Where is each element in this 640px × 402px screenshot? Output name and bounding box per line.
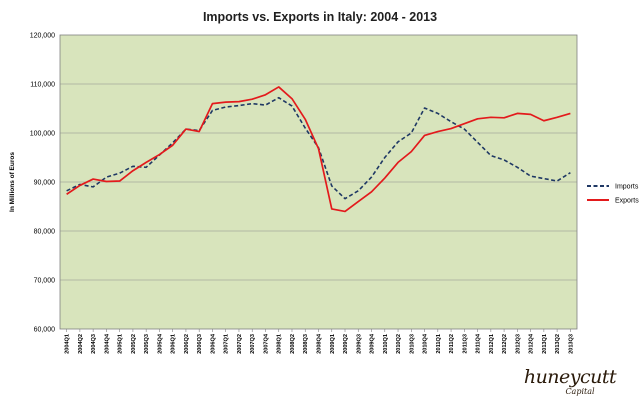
x-tick-label: 2012Q2	[502, 334, 508, 354]
x-tick-label: 2006Q2	[184, 334, 190, 354]
x-tick-label: 2011Q2	[449, 334, 455, 354]
y-tick-label: 110,000	[30, 82, 55, 89]
x-tick-label: 2010Q1	[383, 334, 389, 354]
x-tick-label: 2013Q3	[568, 334, 574, 354]
x-tick-label: 2008Q1	[277, 334, 283, 354]
x-tick-label: 2006Q1	[171, 334, 177, 354]
x-tick-label: 2008Q4	[317, 333, 323, 354]
x-tick-label: 2004Q4	[104, 333, 110, 354]
x-tick-label: 2007Q1	[224, 334, 230, 354]
x-tick-label: 2009Q4	[370, 333, 376, 354]
x-tick-label: 2005Q3	[144, 334, 150, 354]
x-tick-label: 2011Q4	[476, 333, 482, 353]
brand-sub: Capital	[565, 387, 595, 396]
brand-name: huneycutt	[523, 366, 617, 388]
x-axis-tick-labels: 2004Q1 2004Q2 2004Q3 2004Q4 2005Q1 2005Q2 2005…	[65, 329, 574, 354]
x-tick-label: 2010Q3	[409, 334, 415, 354]
x-tick-label: 2005Q4	[157, 333, 163, 354]
y-tick-label: 60,000	[34, 327, 56, 334]
x-tick-label: 2007Q4	[263, 333, 269, 354]
y-axis-label: In Millions of Euros	[9, 152, 16, 212]
x-tick-label: 2010Q4	[423, 333, 429, 354]
y-tick-label: 90,000	[34, 180, 56, 187]
legend: Imports Exports	[587, 184, 639, 205]
chart-title: Imports vs. Exports in Italy: 2004 - 201…	[203, 10, 437, 24]
x-tick-label: 2012Q4	[529, 333, 535, 354]
legend-imports-label: Imports	[615, 184, 639, 191]
x-tick-label: 2006Q4	[210, 333, 216, 354]
brand-logo: huneycutt Capital	[508, 366, 632, 397]
series-line-exports	[66, 86, 571, 213]
x-tick-label: 2004Q3	[91, 334, 97, 354]
x-tick-label: 2011Q1	[436, 334, 442, 354]
x-tick-label: 2010Q2	[396, 334, 402, 354]
legend-exports-label: Exports	[615, 198, 639, 205]
x-tick-label: 2008Q2	[290, 334, 296, 354]
x-tick-label: 2007Q3	[250, 334, 256, 354]
x-tick-label: 2013Q2	[555, 334, 561, 354]
x-tick-label: 2005Q2	[131, 334, 137, 354]
y-tick-label: 70,000	[34, 278, 56, 285]
x-tick-label: 2005Q1	[118, 334, 124, 354]
grid-lines	[60, 83, 577, 281]
y-tick-label: 80,000	[34, 229, 56, 236]
x-tick-label: 2008Q3	[303, 334, 309, 354]
x-tick-label: 2006Q3	[197, 334, 203, 354]
x-tick-label: 2004Q2	[78, 334, 84, 354]
y-axis-tick-labels: 60,000 70,000 80,000 90,000 100,000 110,000 12…	[30, 33, 55, 334]
x-tick-label: 2011Q3	[462, 334, 468, 354]
x-tick-label: 2004Q1	[65, 334, 71, 354]
x-tick-label: 2013Q1	[542, 334, 548, 354]
y-tick-label: 120,000	[30, 33, 55, 40]
x-tick-label: 2009Q3	[356, 334, 362, 354]
x-tick-label: 2012Q1	[489, 334, 495, 354]
x-tick-label: 2009Q2	[343, 334, 349, 354]
x-tick-label: 2007Q2	[237, 334, 243, 354]
x-tick-label: 2009Q1	[330, 334, 336, 354]
series-lines	[66, 86, 571, 213]
x-tick-label: 2012Q3	[515, 334, 521, 354]
y-tick-label: 100,000	[30, 131, 55, 138]
